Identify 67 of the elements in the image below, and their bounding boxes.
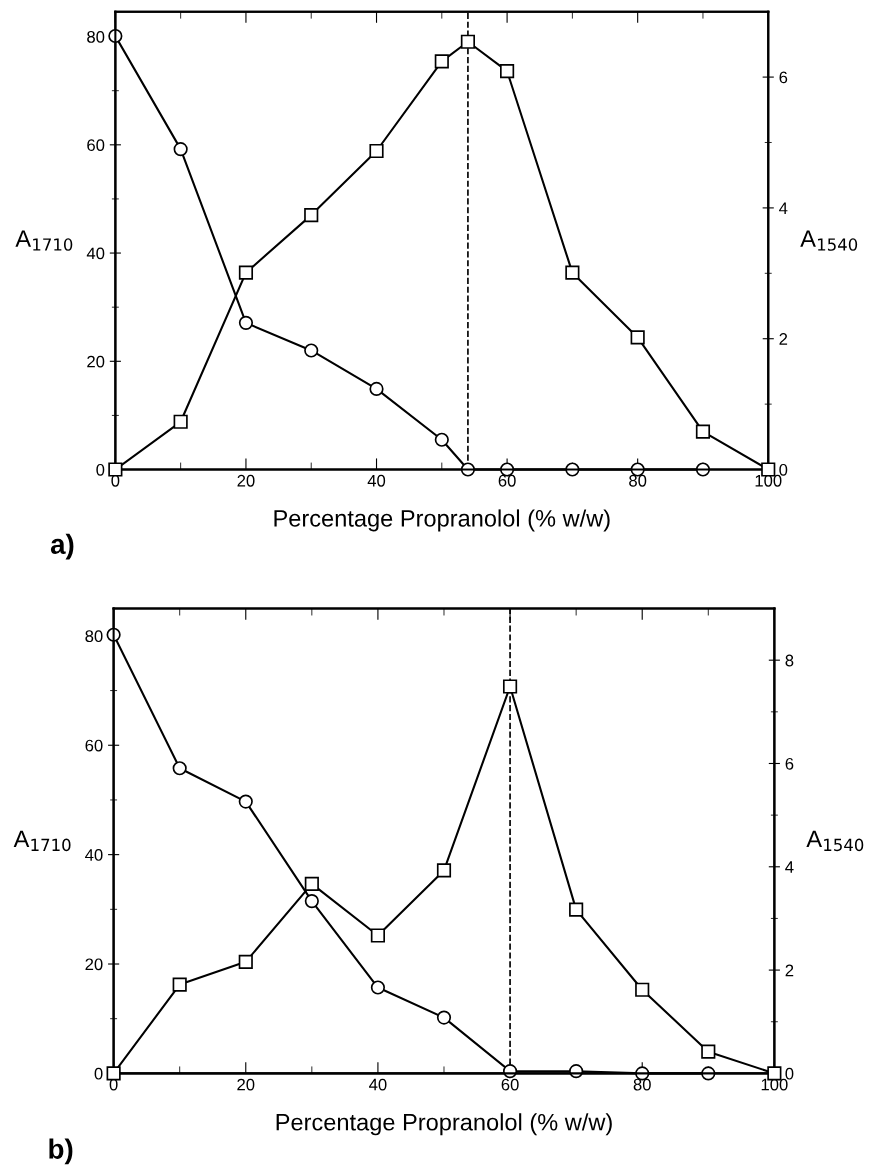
y-tick-label: 60 — [85, 739, 103, 752]
x-tick-label: 40 — [367, 474, 386, 487]
point — [304, 208, 319, 223]
x-axis-title: Percentage Propranolol (% w/w) — [274, 509, 610, 532]
point — [436, 1010, 452, 1025]
y2-tick-label: 6 — [785, 757, 794, 770]
point — [238, 794, 253, 809]
point — [695, 424, 711, 439]
point — [108, 462, 123, 477]
x-tick-label: 20 — [237, 474, 255, 487]
y2-tick-label: 4 — [779, 202, 788, 214]
point — [106, 1066, 121, 1081]
y-axis-title: A$_{1710}$ — [15, 230, 73, 251]
point — [172, 761, 187, 776]
point — [369, 381, 384, 396]
point — [238, 954, 253, 969]
x-tick-label: 80 — [633, 1078, 651, 1091]
point — [436, 863, 452, 878]
y-tick-label: 80 — [87, 30, 105, 43]
y2-axis-title: A$_{1540}$ — [800, 230, 858, 251]
x-tick-label: 20 — [237, 1078, 255, 1091]
point — [500, 64, 515, 79]
y-tick-label: 20 — [87, 355, 105, 368]
point — [304, 343, 319, 358]
text: b) — [49, 1138, 73, 1165]
y2-tick-label: 0 — [785, 1067, 794, 1080]
y2-tick-label: 2 — [785, 964, 794, 977]
point — [630, 330, 645, 345]
point — [565, 265, 580, 280]
point — [173, 414, 188, 429]
y-tick-label: 60 — [87, 139, 105, 152]
y-axis-title: A$_{1710}$ — [13, 830, 71, 852]
y2-tick-label: 0 — [779, 463, 788, 476]
x-tick-label: 60 — [498, 474, 516, 487]
point — [434, 54, 449, 69]
point — [701, 1044, 716, 1059]
point — [434, 432, 449, 447]
y2-tick-label: 6 — [779, 71, 788, 84]
point — [635, 982, 650, 997]
y-tick-label: 40 — [86, 247, 105, 260]
point — [238, 265, 254, 280]
y-tick-label: 0 — [94, 1067, 103, 1080]
point — [369, 143, 384, 159]
point — [569, 902, 584, 917]
x-axis-title: Percentage Propranolol (% w/w) — [276, 1113, 612, 1136]
point — [502, 679, 518, 694]
x-tick-label: 100 — [755, 474, 782, 487]
point — [238, 315, 254, 330]
x-tick-label: 40 — [369, 1078, 387, 1091]
x-tick-label: 60 — [501, 1078, 519, 1091]
text: a) — [50, 533, 74, 560]
point — [304, 876, 319, 891]
y2-axis-title: A$_{1540}$ — [806, 830, 864, 852]
point — [370, 980, 386, 995]
point — [460, 34, 476, 49]
point — [304, 894, 319, 909]
y2-tick-label: 8 — [785, 654, 794, 667]
y-tick-label: 80 — [85, 630, 103, 643]
point — [173, 142, 188, 157]
y-tick-label: 40 — [85, 849, 103, 861]
y-tick-label: 20 — [85, 958, 103, 971]
point — [172, 977, 187, 992]
x-tick-label: 80 — [629, 474, 647, 487]
point — [370, 928, 386, 943]
y-tick-label: 0 — [96, 463, 105, 476]
y2-tick-label: 4 — [785, 861, 794, 873]
y2-tick-label: 2 — [779, 333, 788, 345]
